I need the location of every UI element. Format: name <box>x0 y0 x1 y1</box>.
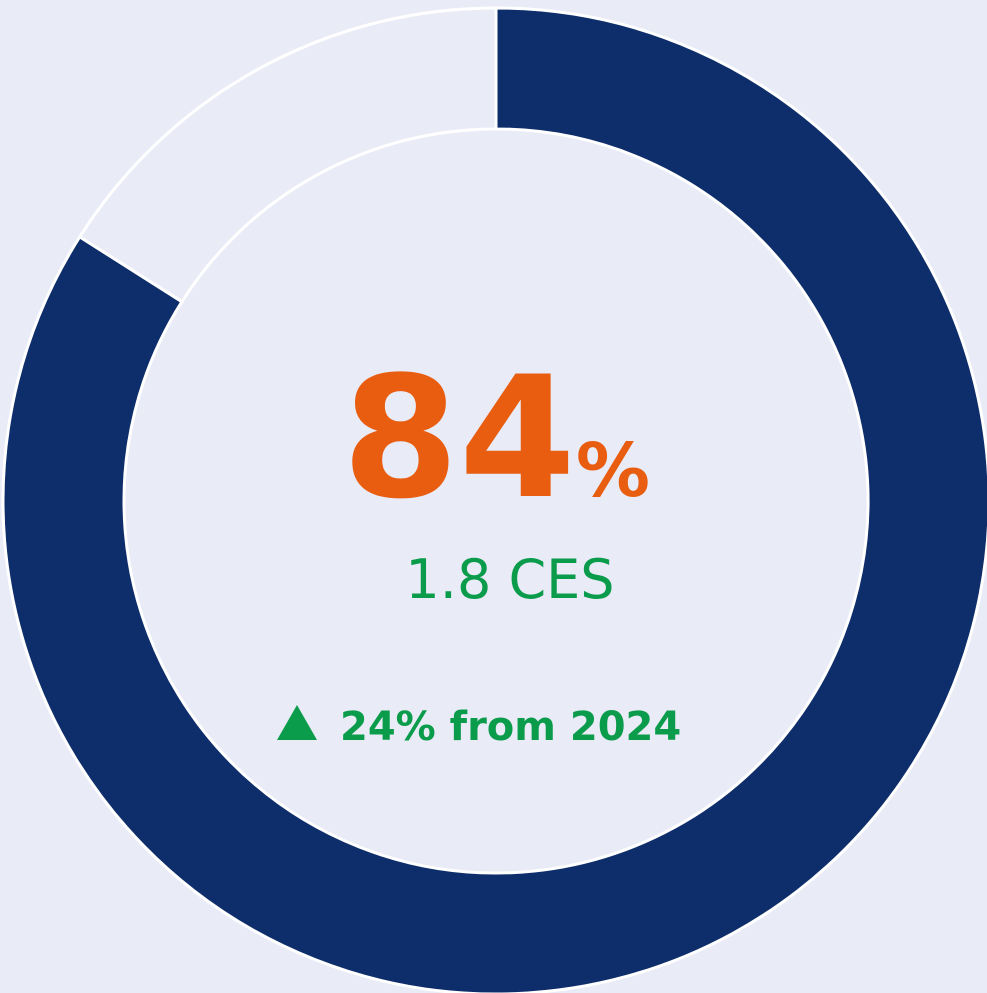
slice <box>77 6 498 304</box>
subtitle: 1.8 CES <box>405 548 614 611</box>
slice <box>1 6 987 993</box>
center-value-label: 84% <box>342 340 650 536</box>
annotation: 24% from 2024 <box>340 704 681 750</box>
up-arrow-icon <box>277 705 317 740</box>
donut <box>1 6 987 993</box>
